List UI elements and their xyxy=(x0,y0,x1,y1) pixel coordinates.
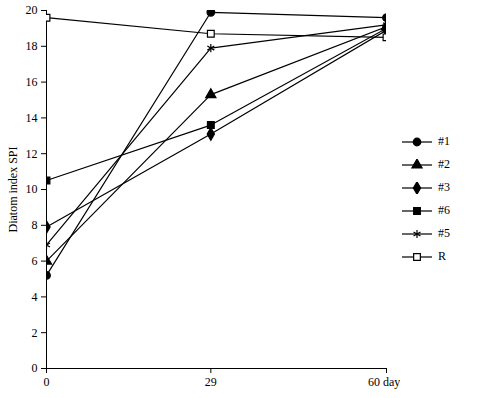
svg-text:18: 18 xyxy=(26,39,38,53)
svg-text:60 days: 60 days xyxy=(368,375,400,389)
html-text:#5: #5 xyxy=(438,226,450,240)
svg-text:20: 20 xyxy=(26,3,38,17)
svg-text:0: 0 xyxy=(44,375,50,389)
svg-text:6: 6 xyxy=(32,254,38,268)
svg-text:4: 4 xyxy=(32,290,38,304)
svg-text:14: 14 xyxy=(26,111,38,125)
svg-text:10: 10 xyxy=(26,182,38,196)
html-text:#1: #1 xyxy=(438,134,450,148)
html-text:R: R xyxy=(438,249,446,263)
html-text:#2: #2 xyxy=(438,157,450,171)
svg-text:8: 8 xyxy=(32,218,38,232)
svg-text:0: 0 xyxy=(32,361,38,375)
svg-text:16: 16 xyxy=(26,75,38,89)
svg-text:29: 29 xyxy=(205,375,217,389)
html-text:#6: #6 xyxy=(438,203,450,217)
svg-text:2: 2 xyxy=(32,326,38,340)
svg-text:12: 12 xyxy=(26,147,38,161)
html-text:#3: #3 xyxy=(438,180,450,194)
svg-text:Diatom index SPI: Diatom index SPI xyxy=(6,146,20,232)
